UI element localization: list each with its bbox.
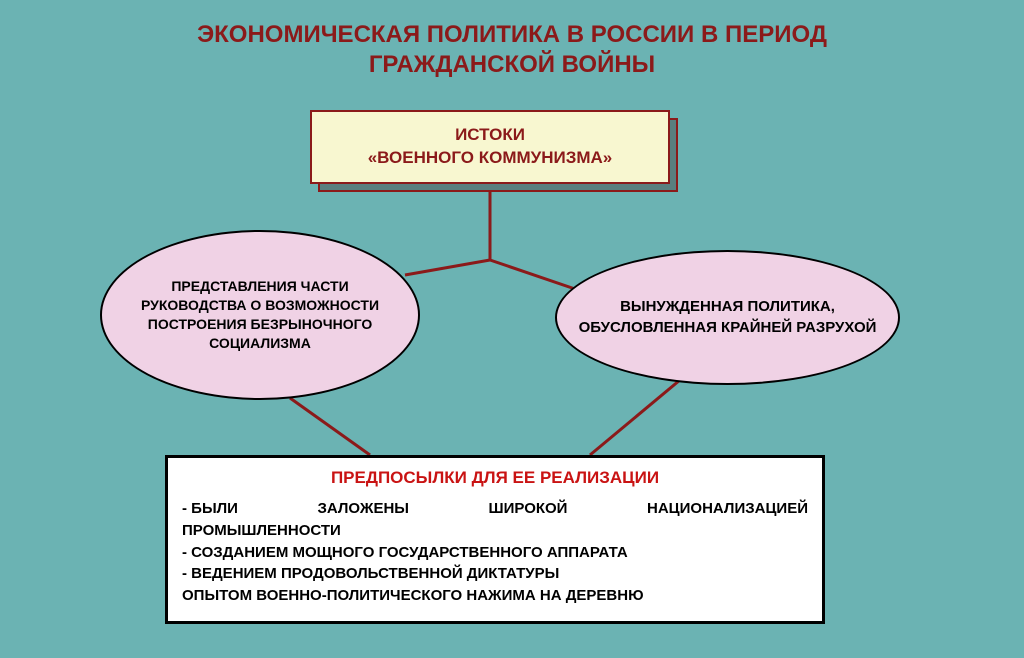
- connector-line: [405, 260, 490, 275]
- list-word: ШИРОКОЙ: [489, 498, 568, 520]
- list-item: ПРОМЫШЛЕННОСТИ: [182, 520, 808, 542]
- connector-line: [290, 398, 370, 455]
- origins-line2: «ВОЕННОГО КОММУНИЗМА»: [368, 148, 613, 167]
- ellipse-right: ВЫНУЖДЕННАЯ ПОЛИТИКА, ОБУСЛОВЛЕННАЯ КРАЙ…: [555, 250, 900, 385]
- origins-node: ИСТОКИ «ВОЕННОГО КОММУНИЗМА»: [310, 110, 670, 184]
- origins-box: ИСТОКИ «ВОЕННОГО КОММУНИЗМА»: [310, 110, 670, 184]
- list-word: - БЫЛИ: [182, 498, 238, 520]
- ellipse-left-text: ПРЕДСТАВЛЕНИЯ ЧАСТИ РУКОВОДСТВА О ВОЗМОЖ…: [122, 277, 398, 353]
- list-word: НАЦИОНАЛИЗАЦИЕЙ: [647, 498, 808, 520]
- title-line1: ЭКОНОМИЧЕСКАЯ ПОЛИТИКА В РОССИИ В ПЕРИОД: [197, 21, 827, 48]
- preconditions-list: - БЫЛИ ЗАЛОЖЕНЫ ШИРОКОЙ НАЦИОНАЛИЗАЦИЕЙ …: [182, 498, 808, 607]
- preconditions-title: ПРЕДПОСЫЛКИ ДЛЯ ЕЕ РЕАЛИЗАЦИИ: [182, 468, 808, 488]
- connector-line: [590, 380, 680, 455]
- list-item: ОПЫТОМ ВОЕННО-ПОЛИТИЧЕСКОГО НАЖИМА НА ДЕ…: [182, 585, 808, 607]
- connector-line: [490, 260, 578, 290]
- page-title: ЭКОНОМИЧЕСКАЯ ПОЛИТИКА В РОССИИ В ПЕРИОД…: [0, 0, 1024, 90]
- origins-line1: ИСТОКИ: [455, 125, 525, 144]
- preconditions-box: ПРЕДПОСЫЛКИ ДЛЯ ЕЕ РЕАЛИЗАЦИИ - БЫЛИ ЗАЛ…: [165, 455, 825, 624]
- ellipse-left: ПРЕДСТАВЛЕНИЯ ЧАСТИ РУКОВОДСТВА О ВОЗМОЖ…: [100, 230, 420, 400]
- title-line2: ГРАЖДАНСКОЙ ВОЙНЫ: [369, 51, 655, 78]
- ellipse-right-text: ВЫНУЖДЕННАЯ ПОЛИТИКА, ОБУСЛОВЛЕННАЯ КРАЙ…: [577, 297, 878, 338]
- list-item: - СОЗДАНИЕМ МОЩНОГО ГОСУДАРСТВЕННОГО АПП…: [182, 542, 808, 564]
- list-item: - БЫЛИ ЗАЛОЖЕНЫ ШИРОКОЙ НАЦИОНАЛИЗАЦИЕЙ: [182, 498, 808, 520]
- list-item: - ВЕДЕНИЕМ ПРОДОВОЛЬСТВЕННОЙ ДИКТАТУРЫ: [182, 563, 808, 585]
- list-word: ЗАЛОЖЕНЫ: [317, 498, 409, 520]
